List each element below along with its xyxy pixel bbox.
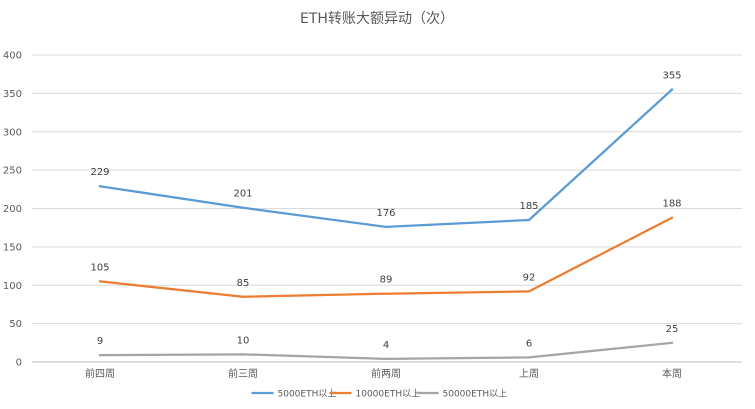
data-label: 9 — [97, 336, 103, 347]
x-tick-label: 前三周 — [228, 367, 258, 380]
data-label: 25 — [666, 324, 679, 335]
data-point — [98, 280, 102, 283]
legend: 5000ETH以上 10000ETH以上 50000ETH以上 — [251, 389, 508, 400]
legend-item: 10000ETH以上 — [329, 389, 421, 400]
data-label: 4 — [383, 340, 389, 351]
data-label: 185 — [519, 201, 538, 212]
data-point — [527, 290, 531, 293]
data-label: 201 — [233, 189, 252, 200]
legend-item: 50000ETH以上 — [416, 389, 508, 400]
y-tick-label: 100 — [3, 281, 22, 292]
data-point — [241, 295, 245, 298]
data-label: 92 — [523, 272, 536, 283]
data-point — [384, 225, 388, 229]
data-label: 355 — [662, 71, 681, 82]
data-label: 89 — [380, 275, 393, 286]
data-label: 176 — [376, 208, 395, 219]
data-point — [98, 185, 102, 188]
legend-label: 5000ETH以上 — [278, 389, 337, 400]
y-tick-label: 400 — [3, 51, 22, 62]
data-point — [670, 341, 674, 345]
legend-item: 5000ETH以上 — [251, 389, 337, 400]
y-tick-label: 50 — [9, 319, 22, 330]
data-point — [670, 216, 674, 219]
data-point — [384, 357, 388, 361]
axes: 0 50 100 150 200 250 300 350 400 前四周 前三周 前两周 上周 本周 — [3, 51, 682, 381]
series-lines — [98, 88, 674, 361]
chart-title: ETH转账大额异动（次） — [300, 11, 454, 27]
data-point — [527, 218, 531, 222]
gridlines — [32, 54, 742, 363]
y-tick-label: 200 — [3, 204, 22, 215]
data-label: 10 — [237, 335, 250, 346]
y-tick-label: 150 — [3, 242, 22, 253]
x-tick-label: 上周 — [519, 368, 539, 380]
legend-label: 50000ETH以上 — [443, 389, 508, 400]
data-point — [98, 353, 102, 357]
y-tick-label: 350 — [3, 89, 22, 100]
y-tick-label: 0 — [16, 358, 22, 369]
data-label: 229 — [90, 167, 109, 178]
y-tick-label: 250 — [3, 166, 22, 177]
series-line-1 — [98, 88, 674, 229]
data-label: 105 — [90, 262, 109, 273]
y-tick-label: 300 — [3, 127, 22, 138]
data-point — [527, 356, 531, 359]
data-point — [241, 206, 245, 209]
data-label: 6 — [526, 338, 532, 349]
data-point — [670, 88, 674, 91]
data-label: 188 — [662, 199, 681, 210]
data-point — [384, 292, 388, 295]
x-tick-label: 前四周 — [85, 367, 115, 380]
data-point — [241, 353, 245, 356]
x-tick-label: 本周 — [662, 367, 682, 380]
data-labels: 229 201 176 185 355 105 85 89 92 188 9 10 4 6 25 — [90, 71, 681, 351]
legend-label: 10000ETH以上 — [356, 389, 421, 400]
x-tick-label: 前两周 — [371, 367, 401, 380]
data-label: 85 — [237, 278, 250, 289]
